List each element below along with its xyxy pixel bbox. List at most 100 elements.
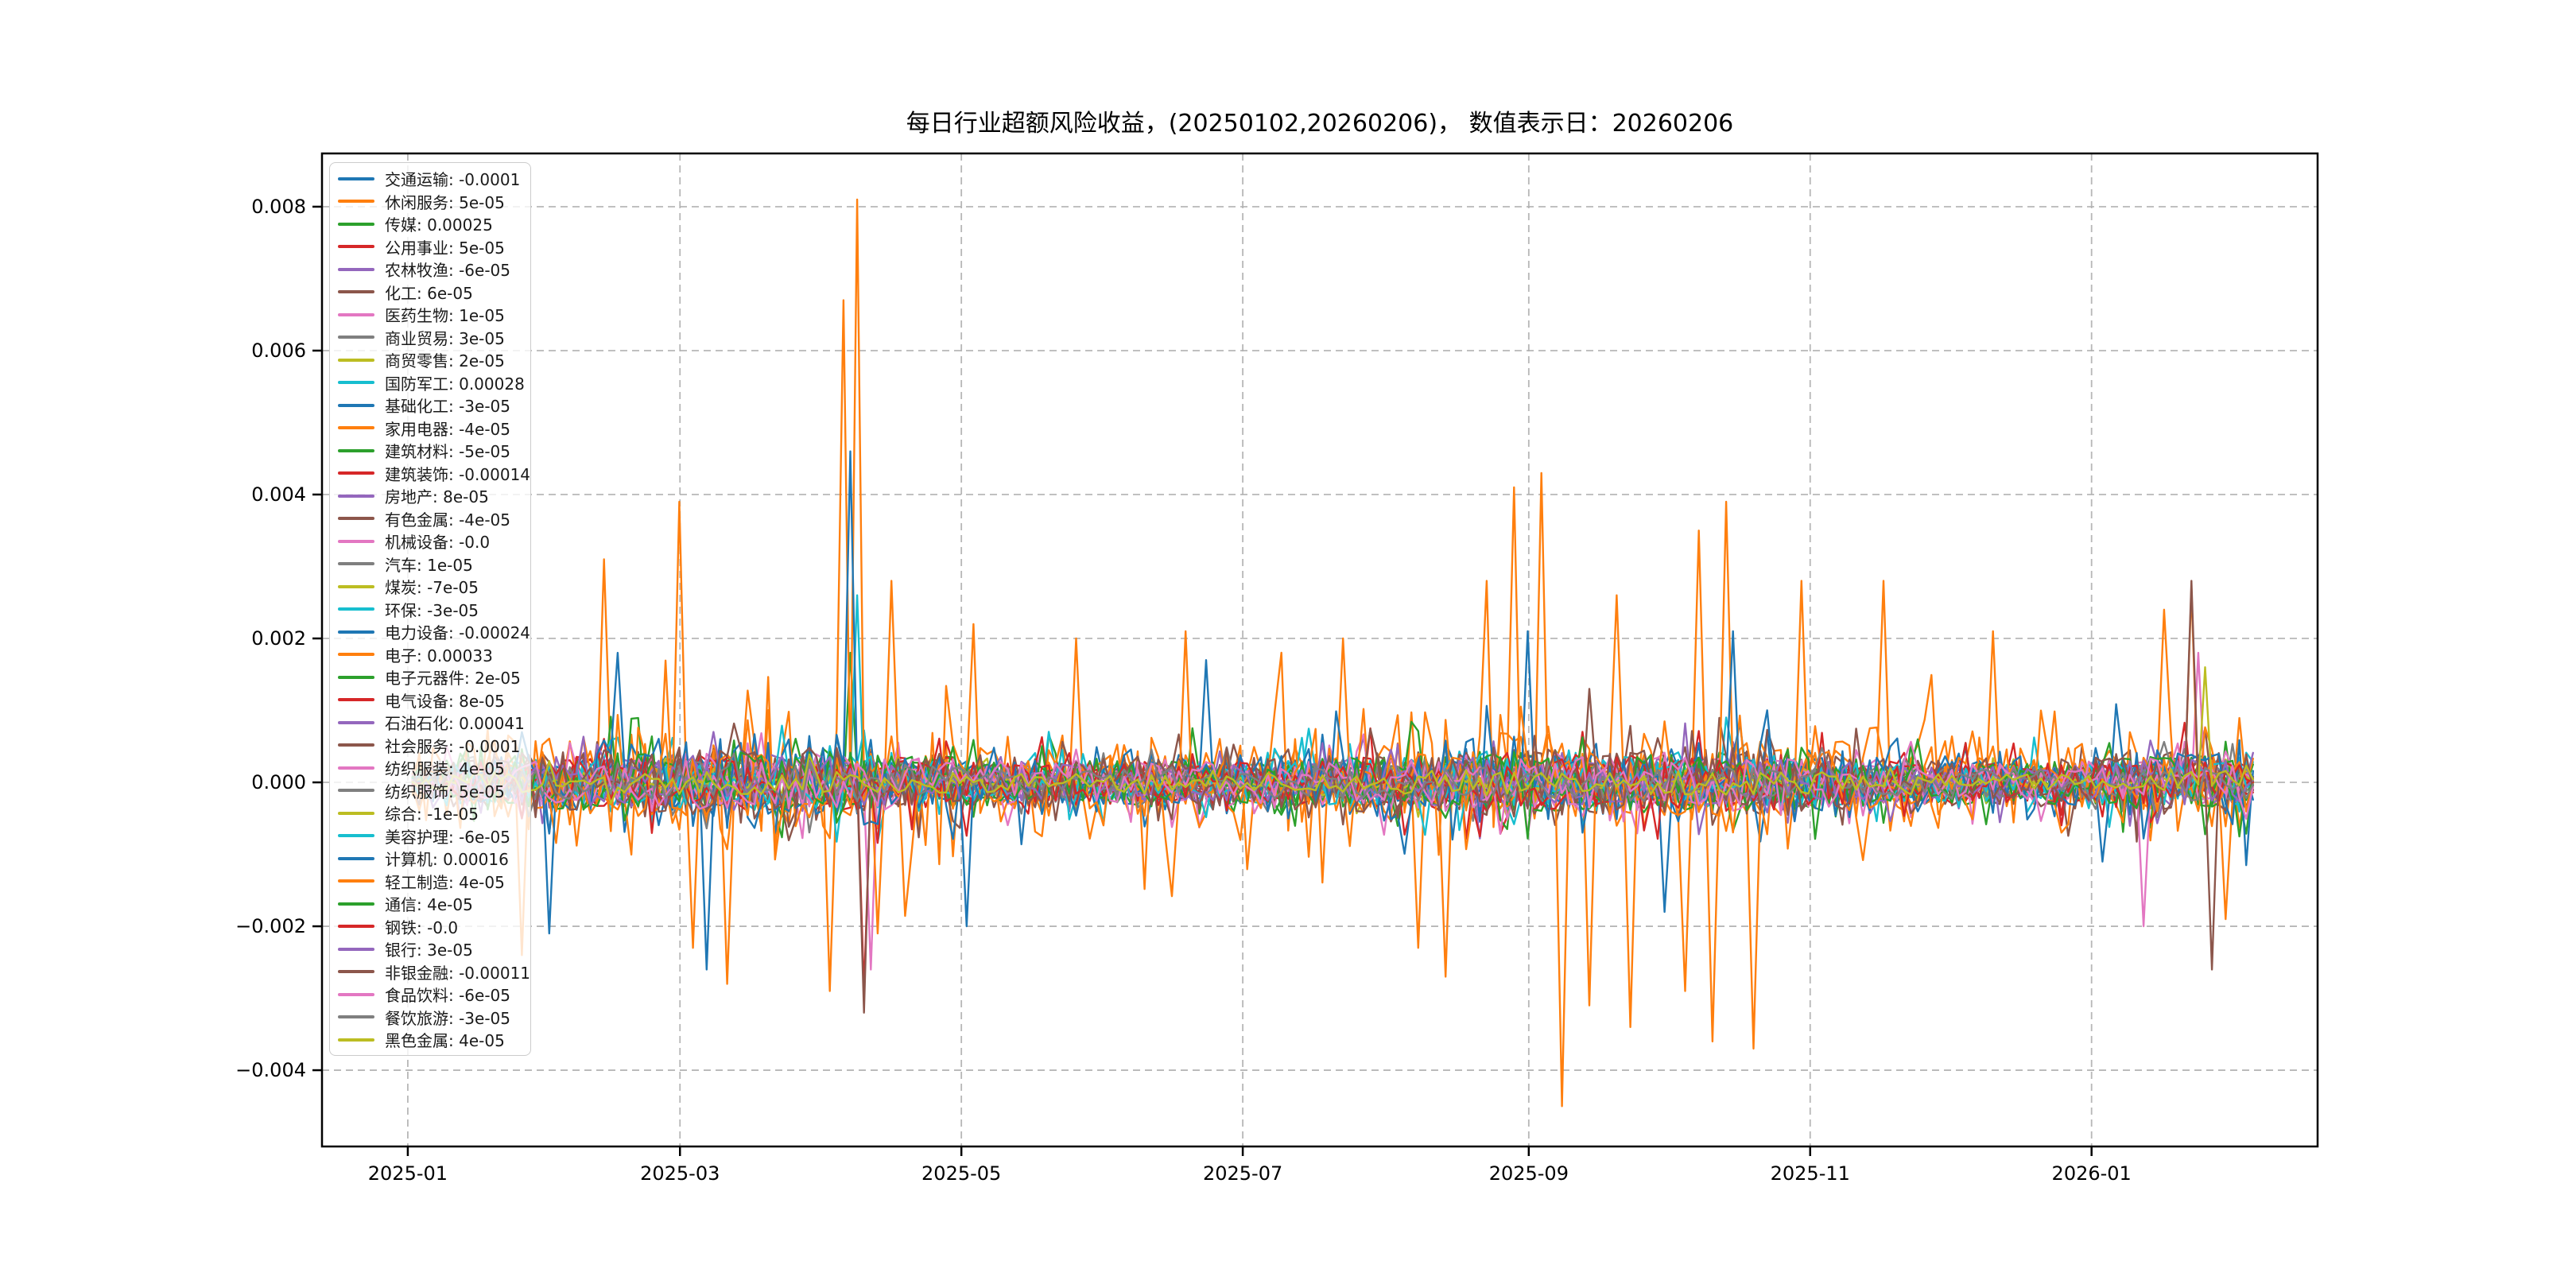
legend-item: 建筑材料: -5e-05 [338, 440, 526, 461]
legend-label: 医药生物: 1e-05 [385, 306, 505, 325]
legend-swatch-icon [338, 720, 374, 724]
x-tick-label: 2025-01 [367, 1162, 448, 1185]
legend-item: 房地产: 8e-05 [338, 486, 526, 506]
legend-item: 公用事业: 5e-05 [338, 236, 526, 258]
series-line-非银金融 [411, 580, 2255, 1014]
legend-swatch-icon [338, 766, 374, 770]
x-tick-label: 2025-11 [1770, 1162, 1850, 1185]
series-line-黑色金属 [411, 666, 2255, 805]
legend-swatch-icon [338, 970, 374, 973]
x-tick-label: 2025-09 [1488, 1162, 1569, 1185]
legend-label: 建筑装饰: -0.00014 [385, 464, 531, 484]
legend-label: 商贸零售: 2e-05 [385, 351, 505, 370]
legend-label: 电子元器件: 2e-05 [385, 669, 521, 688]
legend-item: 煤炭: -7e-05 [338, 576, 526, 597]
legend-label: 有色金属: -4e-05 [385, 510, 511, 530]
legend-label: 食品饮料: -6e-05 [385, 986, 511, 1005]
legend-label: 电子: 0.00033 [385, 646, 493, 665]
legend-item: 建筑装饰: -0.00014 [338, 463, 530, 484]
legend-swatch-icon [338, 811, 374, 815]
legend-item: 电子: 0.00033 [338, 644, 526, 665]
y-tick-label: 0.002 [251, 627, 306, 650]
legend-item: 黑色金属: 4e-05 [338, 1030, 526, 1050]
legend-item: 休闲服务: 5e-05 [338, 191, 526, 212]
legend-item: 银行: 3e-05 [338, 939, 526, 960]
y-tick-label: −0.004 [235, 1059, 306, 1082]
legend-swatch-icon [338, 403, 374, 407]
legend-swatch-icon [338, 539, 374, 543]
legend-swatch-icon [338, 267, 374, 271]
legend-swatch-icon [338, 834, 374, 837]
legend-label: 非银金融: -0.00011 [385, 963, 531, 983]
legend-item: 纺织服饰: 5e-05 [338, 780, 526, 801]
legend-label: 轻工制造: 4e-05 [385, 872, 505, 892]
legend-swatch-icon [338, 630, 374, 634]
legend-swatch-icon [338, 358, 374, 362]
series-line-计算机 [411, 450, 2255, 971]
series-line-电子 [411, 198, 2255, 1108]
legend-swatch-icon [338, 856, 374, 860]
x-tick-label: 2025-07 [1202, 1162, 1283, 1185]
legend-item: 纺织服装: 4e-05 [338, 758, 526, 778]
legend-swatch-icon [338, 947, 374, 951]
legend-item: 传媒: 0.00025 [338, 214, 526, 235]
x-tick-label: 2026-01 [2051, 1162, 2132, 1185]
x-tick-label: 2025-03 [640, 1162, 720, 1185]
y-tick-label: 0.008 [251, 195, 306, 218]
legend-swatch-icon [338, 336, 374, 339]
legend-label: 纺织服装: 4e-05 [385, 759, 505, 778]
x-tick-label: 2025-05 [921, 1162, 1002, 1185]
legend-label: 通信: 4e-05 [385, 895, 473, 914]
y-tick-label: −0.002 [235, 915, 306, 938]
legend-item: 非银金融: -0.00011 [338, 961, 530, 983]
y-tick-label: 0.006 [251, 339, 306, 362]
legend-item: 家用电器: -4e-05 [338, 417, 526, 439]
legend-swatch-icon [338, 1038, 374, 1042]
legend-item: 医药生物: 1e-05 [338, 305, 526, 325]
legend-swatch-icon [338, 471, 374, 475]
legend-item: 社会服务: -0.0001 [338, 735, 526, 756]
legend-item: 餐饮旅游: -3e-05 [338, 1007, 526, 1028]
legend-item: 化工: 6e-05 [338, 281, 526, 303]
legend-swatch-icon [338, 698, 374, 701]
legend-item: 通信: 4e-05 [338, 894, 526, 914]
legend-label: 煤炭: -7e-05 [385, 578, 479, 597]
legend-item: 有色金属: -4e-05 [338, 508, 526, 530]
series-line-通信 [411, 736, 2255, 840]
legend-label: 房地产: 8e-05 [385, 487, 489, 506]
legend-item: 商贸零售: 2e-05 [338, 350, 526, 370]
legend-item: 电子元器件: 2e-05 [338, 667, 526, 688]
legend-swatch-icon [338, 584, 374, 588]
legend-label: 家用电器: -4e-05 [385, 419, 511, 439]
legend-swatch-icon [338, 312, 374, 316]
legend-label: 综合: -1e-05 [385, 805, 479, 824]
legend-item: 商业贸易: 3e-05 [338, 327, 526, 348]
legend-item: 环保: -3e-05 [338, 599, 526, 620]
legend-swatch-icon [338, 245, 374, 248]
legend-label: 电气设备: 8e-05 [385, 691, 505, 711]
legend-label: 商业贸易: 3e-05 [385, 328, 505, 348]
legend-label: 钢铁: -0.0 [385, 918, 459, 937]
legend-swatch-icon [338, 902, 374, 906]
legend-label: 公用事业: 5e-05 [385, 238, 505, 258]
legend-swatch-icon [338, 743, 374, 747]
legend: 交通运输: -0.0001 休闲服务: 5e-05 传媒: 0.00025 公用事业:… [329, 162, 531, 1056]
legend-swatch-icon [338, 992, 374, 996]
legend-label: 餐饮旅游: -3e-05 [385, 1008, 511, 1028]
chart-title: 每日行业超额风险收益，(20250102,20260206)， 数值表示日：20… [906, 110, 1734, 138]
legend-label: 机械设备: -0.0 [385, 533, 491, 552]
axes-spines [320, 152, 2319, 1148]
legend-item: 机械设备: -0.0 [338, 531, 526, 552]
legend-label: 环保: -3e-05 [385, 600, 479, 620]
legend-swatch-icon [338, 494, 374, 498]
legend-label: 传媒: 0.00025 [385, 215, 493, 235]
legend-item: 美容护理: -6e-05 [338, 825, 526, 847]
legend-item: 电力设备: -0.00024 [338, 622, 530, 642]
legend-label: 美容护理: -6e-05 [385, 827, 511, 847]
legend-swatch-icon [338, 290, 374, 293]
y-tick-label: 0.004 [251, 483, 306, 506]
legend-swatch-icon [338, 517, 374, 520]
legend-swatch-icon [338, 653, 374, 656]
